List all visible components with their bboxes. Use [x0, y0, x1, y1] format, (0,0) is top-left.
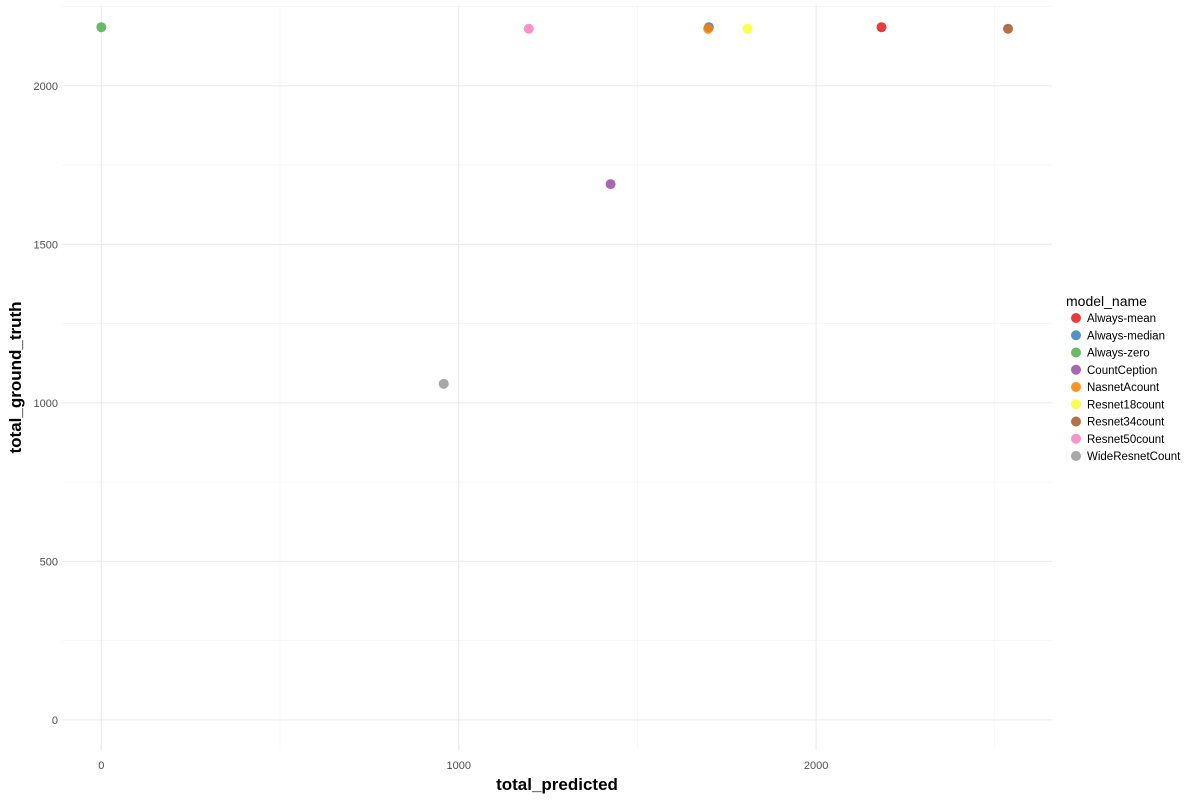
legend: model_name Always-meanAlways-medianAlway… — [1066, 293, 1181, 463]
legend-label: Always-median — [1087, 330, 1165, 342]
y-tick-label: 1500 — [34, 239, 58, 251]
data-point — [523, 23, 534, 34]
y-tick-label: 500 — [40, 556, 58, 568]
minor-gridlines — [62, 5, 1052, 750]
x-tick-label: 1000 — [446, 760, 470, 772]
y-axis-title: total_ground_truth — [6, 301, 25, 453]
y-tick-label: 1000 — [34, 398, 58, 410]
data-point — [96, 22, 107, 33]
data-points — [96, 22, 1014, 389]
data-point — [876, 22, 887, 33]
legend-label: Resnet34count — [1087, 417, 1165, 429]
legend-title: model_name — [1066, 293, 1147, 309]
legend-key — [1071, 382, 1081, 392]
legend-key — [1071, 347, 1081, 358]
x-tick-label: 0 — [98, 760, 104, 772]
legend-label: Resnet18count — [1087, 399, 1165, 411]
data-point — [742, 23, 753, 34]
legend-label: CountCeption — [1087, 365, 1157, 377]
y-axis-tick-labels: 0 500 1000 1500 2000 — [34, 81, 58, 727]
legend-key — [1071, 364, 1081, 375]
x-axis-title: total_predicted — [496, 775, 618, 794]
legend-key — [1071, 313, 1081, 323]
legend-label: WideResnetCount — [1087, 451, 1181, 463]
legend-key — [1071, 416, 1081, 427]
x-axis-tick-labels: 0 1000 2000 — [98, 760, 828, 772]
data-point — [438, 378, 449, 389]
legend-key — [1071, 433, 1081, 444]
legend-items: Always-mean Always-median Always-zero Count… — [1071, 313, 1181, 463]
legend-key — [1071, 330, 1081, 341]
data-point — [605, 179, 616, 190]
data-point — [1003, 23, 1014, 34]
legend-key — [1071, 451, 1081, 461]
legend-label: Always-zero — [1087, 348, 1150, 360]
x-tick-label: 2000 — [804, 760, 828, 772]
data-point — [703, 23, 714, 34]
major-gridlines — [62, 5, 1052, 750]
legend-label: NasnetAcount — [1087, 382, 1160, 394]
y-tick-label: 0 — [52, 715, 58, 727]
legend-label: Resnet50count — [1087, 434, 1165, 446]
legend-label: Always-mean — [1087, 313, 1156, 325]
legend-key — [1071, 399, 1081, 410]
y-tick-label: 2000 — [34, 81, 58, 93]
